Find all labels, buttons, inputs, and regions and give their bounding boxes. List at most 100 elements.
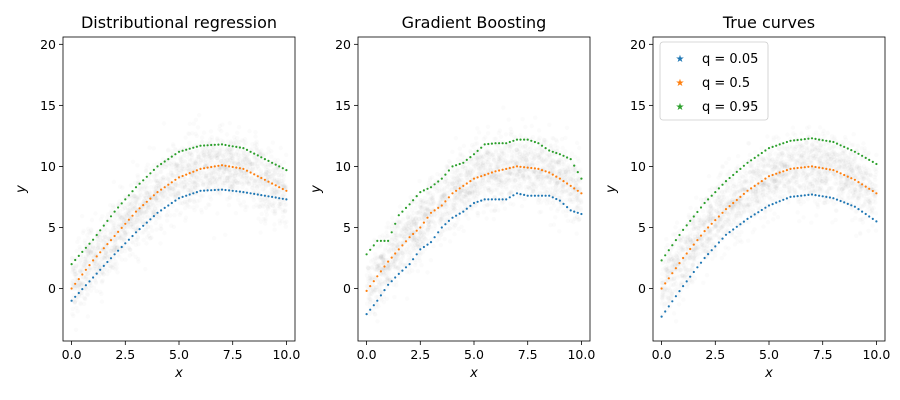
data-point bbox=[729, 205, 731, 207]
data-point bbox=[552, 174, 554, 176]
data-point bbox=[555, 198, 557, 200]
data-point bbox=[401, 244, 403, 246]
y-tick-label: 10 bbox=[335, 159, 351, 174]
data-point bbox=[566, 206, 568, 208]
data-point bbox=[366, 290, 368, 292]
data-point bbox=[203, 144, 205, 146]
data-point bbox=[782, 170, 784, 172]
data-point bbox=[505, 168, 507, 170]
data-point bbox=[462, 185, 464, 187]
data-point bbox=[282, 188, 284, 190]
chart-title: Gradient Boosting bbox=[402, 13, 547, 32]
data-point bbox=[139, 228, 141, 230]
data-point bbox=[661, 316, 663, 318]
data-point bbox=[469, 205, 471, 207]
data-point bbox=[811, 137, 813, 139]
data-point bbox=[383, 265, 385, 267]
data-point bbox=[832, 141, 834, 143]
data-point bbox=[131, 190, 133, 192]
data-point bbox=[768, 204, 770, 206]
data-point bbox=[477, 176, 479, 178]
data-point bbox=[548, 171, 550, 173]
data-point bbox=[696, 239, 698, 241]
data-point bbox=[135, 211, 137, 213]
data-point bbox=[498, 169, 500, 171]
data-point bbox=[246, 192, 248, 194]
data-point bbox=[221, 189, 223, 191]
data-point bbox=[541, 145, 543, 147]
data-point bbox=[250, 171, 252, 173]
data-point bbox=[779, 143, 781, 145]
data-point bbox=[285, 169, 287, 171]
data-point bbox=[523, 139, 525, 141]
data-point bbox=[74, 296, 76, 298]
x-tick-label: 5.0 bbox=[759, 347, 779, 362]
data-point bbox=[469, 156, 471, 158]
data-point bbox=[746, 162, 748, 164]
data-point bbox=[729, 177, 731, 179]
data-point bbox=[455, 164, 457, 166]
x-tick-label: 10.0 bbox=[862, 347, 890, 362]
data-point bbox=[786, 197, 788, 199]
data-point bbox=[865, 213, 867, 215]
data-point bbox=[757, 211, 759, 213]
data-point bbox=[178, 176, 180, 178]
data-point bbox=[117, 206, 119, 208]
y-axis-label: y bbox=[14, 185, 29, 194]
data-point bbox=[224, 189, 226, 191]
data-point bbox=[448, 169, 450, 171]
data-point bbox=[512, 166, 514, 168]
data-point bbox=[562, 155, 564, 157]
data-point bbox=[545, 195, 547, 197]
data-point bbox=[85, 284, 87, 286]
data-point bbox=[78, 255, 80, 257]
data-point bbox=[373, 244, 375, 246]
data-point bbox=[74, 283, 76, 285]
data-point bbox=[235, 167, 237, 169]
data-point bbox=[775, 145, 777, 147]
data-point bbox=[494, 198, 496, 200]
data-point bbox=[128, 194, 130, 196]
data-point bbox=[675, 267, 677, 269]
data-point bbox=[71, 300, 73, 302]
data-point bbox=[664, 310, 666, 312]
data-point bbox=[754, 213, 756, 215]
x-tick-label: 7.5 bbox=[813, 347, 833, 362]
x-tick-label: 7.5 bbox=[223, 347, 243, 362]
data-point bbox=[854, 206, 856, 208]
observation-cloud bbox=[365, 105, 584, 323]
data-point bbox=[232, 145, 234, 147]
data-point bbox=[430, 241, 432, 243]
data-point bbox=[409, 236, 411, 238]
data-point bbox=[416, 230, 418, 232]
data-point bbox=[527, 139, 529, 141]
data-point bbox=[825, 168, 827, 170]
data-point bbox=[189, 148, 191, 150]
legend: ★ q = 0.05★ q = 0.5★ q = 0.95 bbox=[660, 42, 768, 120]
data-point bbox=[718, 187, 720, 189]
data-point bbox=[577, 212, 579, 214]
data-point bbox=[153, 215, 155, 217]
data-point bbox=[210, 189, 212, 191]
data-point bbox=[804, 138, 806, 140]
data-point bbox=[811, 165, 813, 167]
y-tick-label: 10 bbox=[630, 159, 646, 174]
data-point bbox=[426, 244, 428, 246]
data-point bbox=[121, 246, 123, 248]
data-point bbox=[689, 276, 691, 278]
data-point bbox=[850, 149, 852, 151]
data-point bbox=[519, 193, 521, 195]
data-point bbox=[857, 208, 859, 210]
data-point bbox=[81, 273, 83, 275]
data-point bbox=[228, 165, 230, 167]
data-point bbox=[840, 144, 842, 146]
data-point bbox=[772, 146, 774, 148]
data-point bbox=[736, 171, 738, 173]
data-point bbox=[559, 200, 561, 202]
data-point bbox=[416, 253, 418, 255]
data-point bbox=[668, 305, 670, 307]
data-point bbox=[757, 154, 759, 156]
data-point bbox=[682, 229, 684, 231]
data-point bbox=[419, 191, 421, 193]
data-point bbox=[199, 168, 201, 170]
